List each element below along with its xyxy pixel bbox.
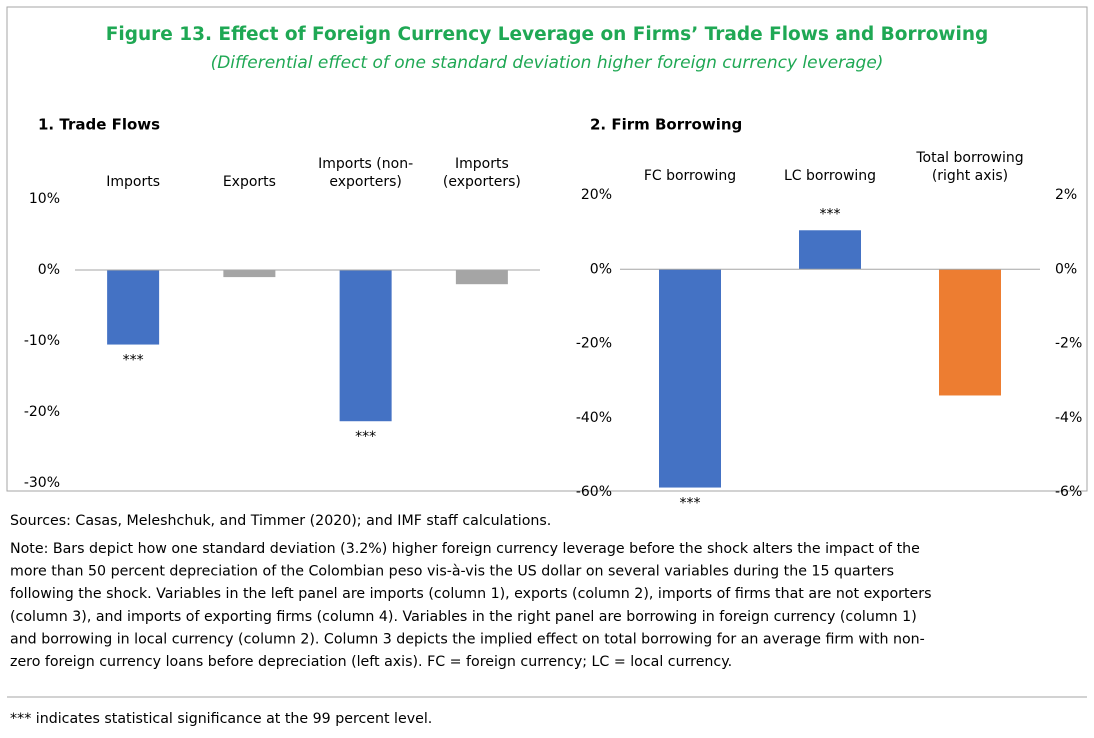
y-tick-label: -20%	[576, 336, 612, 352]
panel-title: 1. Trade Flows	[38, 116, 160, 134]
y2-tick-label: -6%	[1055, 484, 1082, 500]
category-label: FC borrowing	[644, 168, 736, 184]
note-line: (column 3), and imports of exporting fir…	[10, 609, 917, 625]
significance-note: *** indicates statistical significance a…	[10, 711, 432, 727]
sources: Sources: Casas, Meleshchuk, and Timmer (…	[10, 513, 551, 529]
figure-frame	[6, 6, 1088, 492]
category-label: Total borrowing	[915, 150, 1023, 166]
y-tick-label: 0%	[590, 261, 612, 277]
y-tick-label: 10%	[29, 191, 60, 207]
category-label: (right axis)	[932, 168, 1008, 184]
significance-label: ***	[355, 429, 376, 445]
y2-tick-label: -4%	[1055, 410, 1082, 426]
y-tick-label: -10%	[24, 333, 60, 349]
note-line: following the shock. Variables in the le…	[10, 586, 932, 602]
bar	[223, 270, 276, 278]
significance-label: ***	[820, 206, 841, 222]
y2-tick-label: -2%	[1055, 336, 1082, 352]
category-label: Imports (non-	[318, 156, 413, 172]
category-label: exporters)	[329, 174, 401, 190]
y-tick-label: 0%	[38, 262, 60, 278]
y-tick-label: 20%	[581, 187, 612, 203]
bar	[659, 269, 721, 488]
significance-label: ***	[123, 353, 144, 369]
y2-tick-label: 2%	[1055, 187, 1077, 203]
y-tick-label: -40%	[576, 410, 612, 426]
y-tick-label: -20%	[24, 404, 60, 420]
figure-title: Figure 13. Effect of Foreign Currency Le…	[106, 24, 989, 45]
figure-subtitle: (Differential effect of one standard dev…	[211, 53, 884, 73]
category-label: Imports	[106, 174, 160, 190]
note-line: more than 50 percent depreciation of the…	[10, 564, 894, 580]
note-line: Note: Bars depict how one standard devia…	[10, 541, 920, 557]
bar	[107, 270, 160, 345]
bar	[455, 270, 508, 285]
bar	[339, 270, 392, 422]
significance-label: ***	[680, 496, 701, 512]
y2-tick-label: 0%	[1055, 261, 1077, 277]
category-label: LC borrowing	[784, 168, 876, 184]
y-tick-label: -30%	[24, 475, 60, 491]
y-tick-label: -60%	[576, 484, 612, 500]
note-line: zero foreign currency loans before depre…	[10, 654, 732, 670]
panel-title: 2. Firm Borrowing	[590, 116, 742, 134]
bar	[939, 269, 1001, 396]
note-line: and borrowing in local currency (column …	[10, 631, 925, 647]
category-label: Imports	[455, 156, 509, 172]
category-label: Exports	[223, 174, 276, 190]
bar	[799, 230, 861, 270]
category-label: (exporters)	[443, 174, 521, 190]
